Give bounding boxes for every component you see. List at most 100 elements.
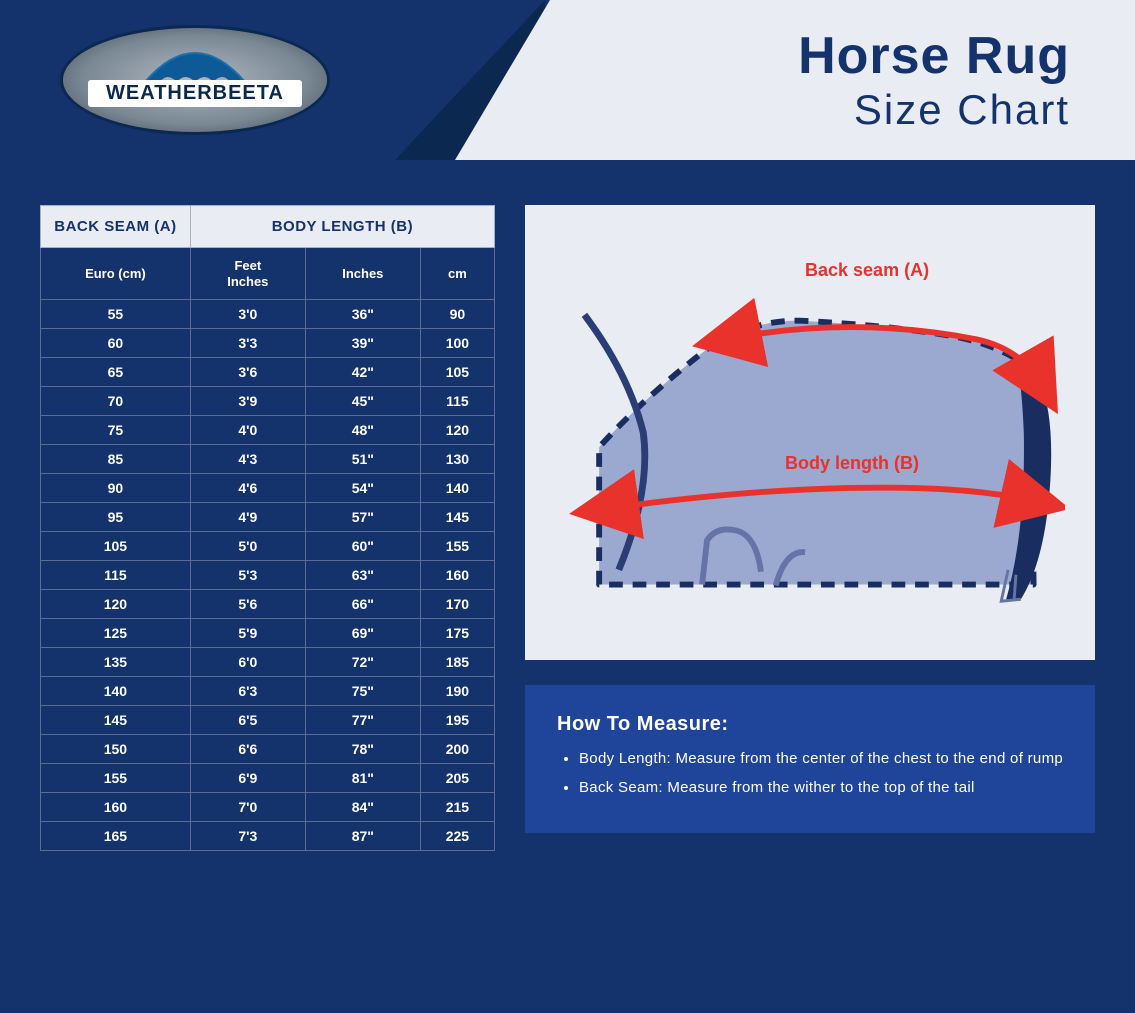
howto-panel: How To Measure: Body Length: Measure fro… — [525, 685, 1095, 833]
howto-list: Body Length: Measure from the center of … — [557, 748, 1063, 799]
table-cell: 55 — [41, 300, 191, 329]
table-cell: 5'3 — [190, 561, 305, 590]
table-cell: 150 — [41, 735, 191, 764]
table-cell: 165 — [41, 822, 191, 851]
table-cell: 145 — [420, 503, 494, 532]
diagram-label-backseam: Back seam (A) — [805, 260, 929, 281]
page-title-line1: Horse Rug — [798, 26, 1070, 86]
title-area: Horse Rug Size Chart — [550, 0, 1135, 160]
group-header-a: BACK SEAM (A) — [41, 206, 191, 248]
table-cell: 3'9 — [190, 387, 305, 416]
table-cell: 4'6 — [190, 474, 305, 503]
table-cell: 115 — [41, 561, 191, 590]
table-cell: 75 — [41, 416, 191, 445]
table-cell: 160 — [420, 561, 494, 590]
table-cell: 87" — [305, 822, 420, 851]
horse-diagram: Back seam (A) Body length (B) — [525, 205, 1095, 660]
table-cell: 5'9 — [190, 619, 305, 648]
table-cell: 130 — [420, 445, 494, 474]
table-row: 603'339"100 — [41, 329, 495, 358]
table-cell: 145 — [41, 706, 191, 735]
table-cell: 45" — [305, 387, 420, 416]
table-cell: 125 — [41, 619, 191, 648]
table-row: 1506'678"200 — [41, 735, 495, 764]
diagram-label-bodylength: Body length (B) — [785, 453, 919, 474]
table-cell: 4'9 — [190, 503, 305, 532]
table-cell: 57" — [305, 503, 420, 532]
size-table: BACK SEAM (A) BODY LENGTH (B) Euro (cm)F… — [40, 205, 495, 851]
table-cell: 6'0 — [190, 648, 305, 677]
table-cell: 77" — [305, 706, 420, 735]
table-cell: 185 — [420, 648, 494, 677]
table-cell: 195 — [420, 706, 494, 735]
table-cell: 90 — [420, 300, 494, 329]
horse-diagram-svg — [555, 235, 1065, 630]
table-cell: 190 — [420, 677, 494, 706]
table-cell: 51" — [305, 445, 420, 474]
table-cell: 4'3 — [190, 445, 305, 474]
table-cell: 205 — [420, 764, 494, 793]
right-column: Back seam (A) Body length (B) How To Mea… — [525, 205, 1095, 851]
table-cell: 39" — [305, 329, 420, 358]
table-cell: 135 — [41, 648, 191, 677]
table-cell: 120 — [41, 590, 191, 619]
size-table-wrap: BACK SEAM (A) BODY LENGTH (B) Euro (cm)F… — [40, 205, 495, 851]
table-cell: 225 — [420, 822, 494, 851]
table-cell: 75" — [305, 677, 420, 706]
table-cell: 78" — [305, 735, 420, 764]
table-row: 1556'981"205 — [41, 764, 495, 793]
table-cell: 85 — [41, 445, 191, 474]
table-row: 1255'969"175 — [41, 619, 495, 648]
table-cell: 170 — [420, 590, 494, 619]
col-header: Inches — [305, 248, 420, 300]
table-cell: 66" — [305, 590, 420, 619]
table-row: 754'048"120 — [41, 416, 495, 445]
table-cell: 42" — [305, 358, 420, 387]
table-row: 703'945"115 — [41, 387, 495, 416]
col-header: cm — [420, 248, 494, 300]
page-title-line2: Size Chart — [854, 86, 1070, 134]
table-cell: 70 — [41, 387, 191, 416]
howto-item: Back Seam: Measure from the wither to th… — [579, 777, 1063, 800]
table-cell: 7'0 — [190, 793, 305, 822]
table-cell: 69" — [305, 619, 420, 648]
table-row: 854'351"130 — [41, 445, 495, 474]
table-cell: 65 — [41, 358, 191, 387]
table-row: 653'642"105 — [41, 358, 495, 387]
table-cell: 3'6 — [190, 358, 305, 387]
brand-name: WEATHERBEETA — [88, 80, 302, 107]
table-cell: 115 — [420, 387, 494, 416]
table-cell: 60" — [305, 532, 420, 561]
table-cell: 200 — [420, 735, 494, 764]
table-cell: 36" — [305, 300, 420, 329]
brand-logo: WEATHERBEETA — [60, 25, 330, 135]
table-cell: 60 — [41, 329, 191, 358]
table-cell: 5'0 — [190, 532, 305, 561]
table-cell: 63" — [305, 561, 420, 590]
table-row: 1657'387"225 — [41, 822, 495, 851]
table-cell: 140 — [420, 474, 494, 503]
group-header-b: BODY LENGTH (B) — [190, 206, 494, 248]
table-cell: 105 — [420, 358, 494, 387]
table-cell: 84" — [305, 793, 420, 822]
table-cell: 95 — [41, 503, 191, 532]
header: WEATHERBEETA Horse Rug Size Chart — [0, 0, 1135, 160]
table-cell: 6'9 — [190, 764, 305, 793]
table-cell: 5'6 — [190, 590, 305, 619]
table-cell: 3'0 — [190, 300, 305, 329]
table-row: 954'957"145 — [41, 503, 495, 532]
col-header: Euro (cm) — [41, 248, 191, 300]
table-cell: 81" — [305, 764, 420, 793]
table-row: 1607'084"215 — [41, 793, 495, 822]
table-cell: 54" — [305, 474, 420, 503]
table-row: 1055'060"155 — [41, 532, 495, 561]
table-cell: 100 — [420, 329, 494, 358]
table-cell: 90 — [41, 474, 191, 503]
table-cell: 155 — [41, 764, 191, 793]
table-cell: 48" — [305, 416, 420, 445]
table-cell: 160 — [41, 793, 191, 822]
table-cell: 155 — [420, 532, 494, 561]
table-cell: 3'3 — [190, 329, 305, 358]
table-cell: 6'5 — [190, 706, 305, 735]
table-cell: 6'6 — [190, 735, 305, 764]
